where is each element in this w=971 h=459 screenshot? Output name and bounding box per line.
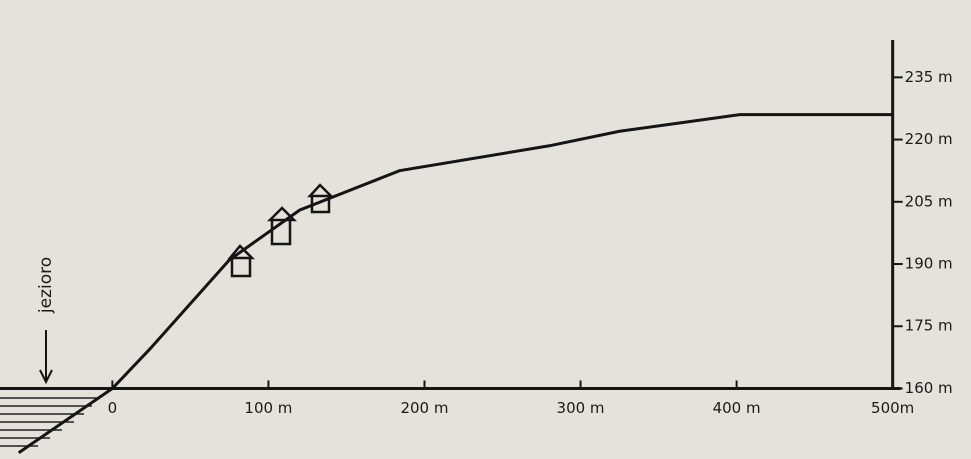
- y-tick-label: 220 m: [905, 130, 953, 148]
- terrain-profile: [17, 113, 893, 455]
- x-tick-label: 200 m: [400, 399, 448, 417]
- y-tick-label: 205 m: [905, 192, 953, 210]
- x-tick-label: 500m: [871, 399, 914, 417]
- arrow-head: [39, 369, 53, 385]
- x-tick-label: 400 m: [713, 399, 761, 417]
- y-tick-label: 160 m: [905, 379, 953, 397]
- x-tick-label: 300 m: [557, 399, 605, 417]
- x-tick-label: 0: [108, 399, 118, 417]
- x-tick-label: 100 m: [244, 399, 292, 417]
- y-tick-label: 175 m: [905, 317, 953, 335]
- y-tick-label: 235 m: [905, 68, 953, 86]
- annotation: jezioro: [36, 257, 56, 314]
- y-tick-label: 190 m: [905, 255, 953, 273]
- lake-label: jezioro: [36, 257, 56, 385]
- lake-hatching: [0, 397, 100, 447]
